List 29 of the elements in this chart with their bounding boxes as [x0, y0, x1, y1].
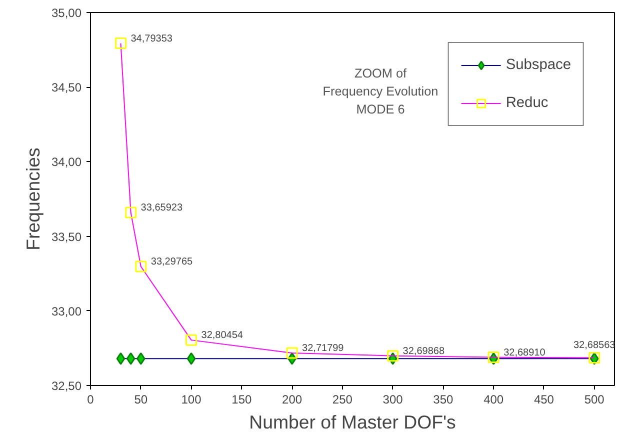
x-tick-label: 150 [232, 392, 252, 406]
y-tick-label: 33,00 [51, 304, 82, 318]
x-tick-label: 200 [282, 392, 302, 406]
data-label: 32,68910 [504, 347, 546, 358]
x-axis-title: Number of Master DOF's [249, 412, 456, 432]
x-tick-label: 400 [484, 392, 504, 406]
y-tick-label: 34,00 [51, 155, 82, 170]
y-axis-title: Frequencies [22, 148, 44, 250]
x-tick-label: 350 [433, 392, 454, 406]
data-label: 33,65923 [140, 202, 183, 214]
data-label: 32,69868 [402, 346, 445, 357]
legend-label: Subspace [506, 57, 571, 73]
y-tick-label: 34,50 [51, 80, 82, 95]
x-tick-label: 300 [382, 392, 404, 406]
legend-label: Reduc [506, 95, 548, 111]
y-tick-label: 35,00 [51, 6, 82, 20]
x-tick-label: 50 [134, 392, 148, 406]
x-tick-label: 0 [87, 392, 94, 406]
x-tick-label: 500 [584, 392, 605, 406]
x-tick-label: 450 [534, 392, 554, 406]
x-tick-label: 100 [181, 392, 202, 406]
x-tick-label: 250 [332, 392, 353, 406]
data-label: 32,80454 [201, 330, 244, 342]
data-label: 34,79353 [130, 33, 173, 44]
y-tick-label: 33,50 [51, 230, 82, 244]
y-tick-label: 32,50 [51, 379, 82, 393]
data-label: 33,29765 [150, 256, 194, 268]
text: ZOOM of Frequency Evolution MODE 6 [322, 66, 438, 116]
data-label: 32,71799 [302, 342, 344, 354]
